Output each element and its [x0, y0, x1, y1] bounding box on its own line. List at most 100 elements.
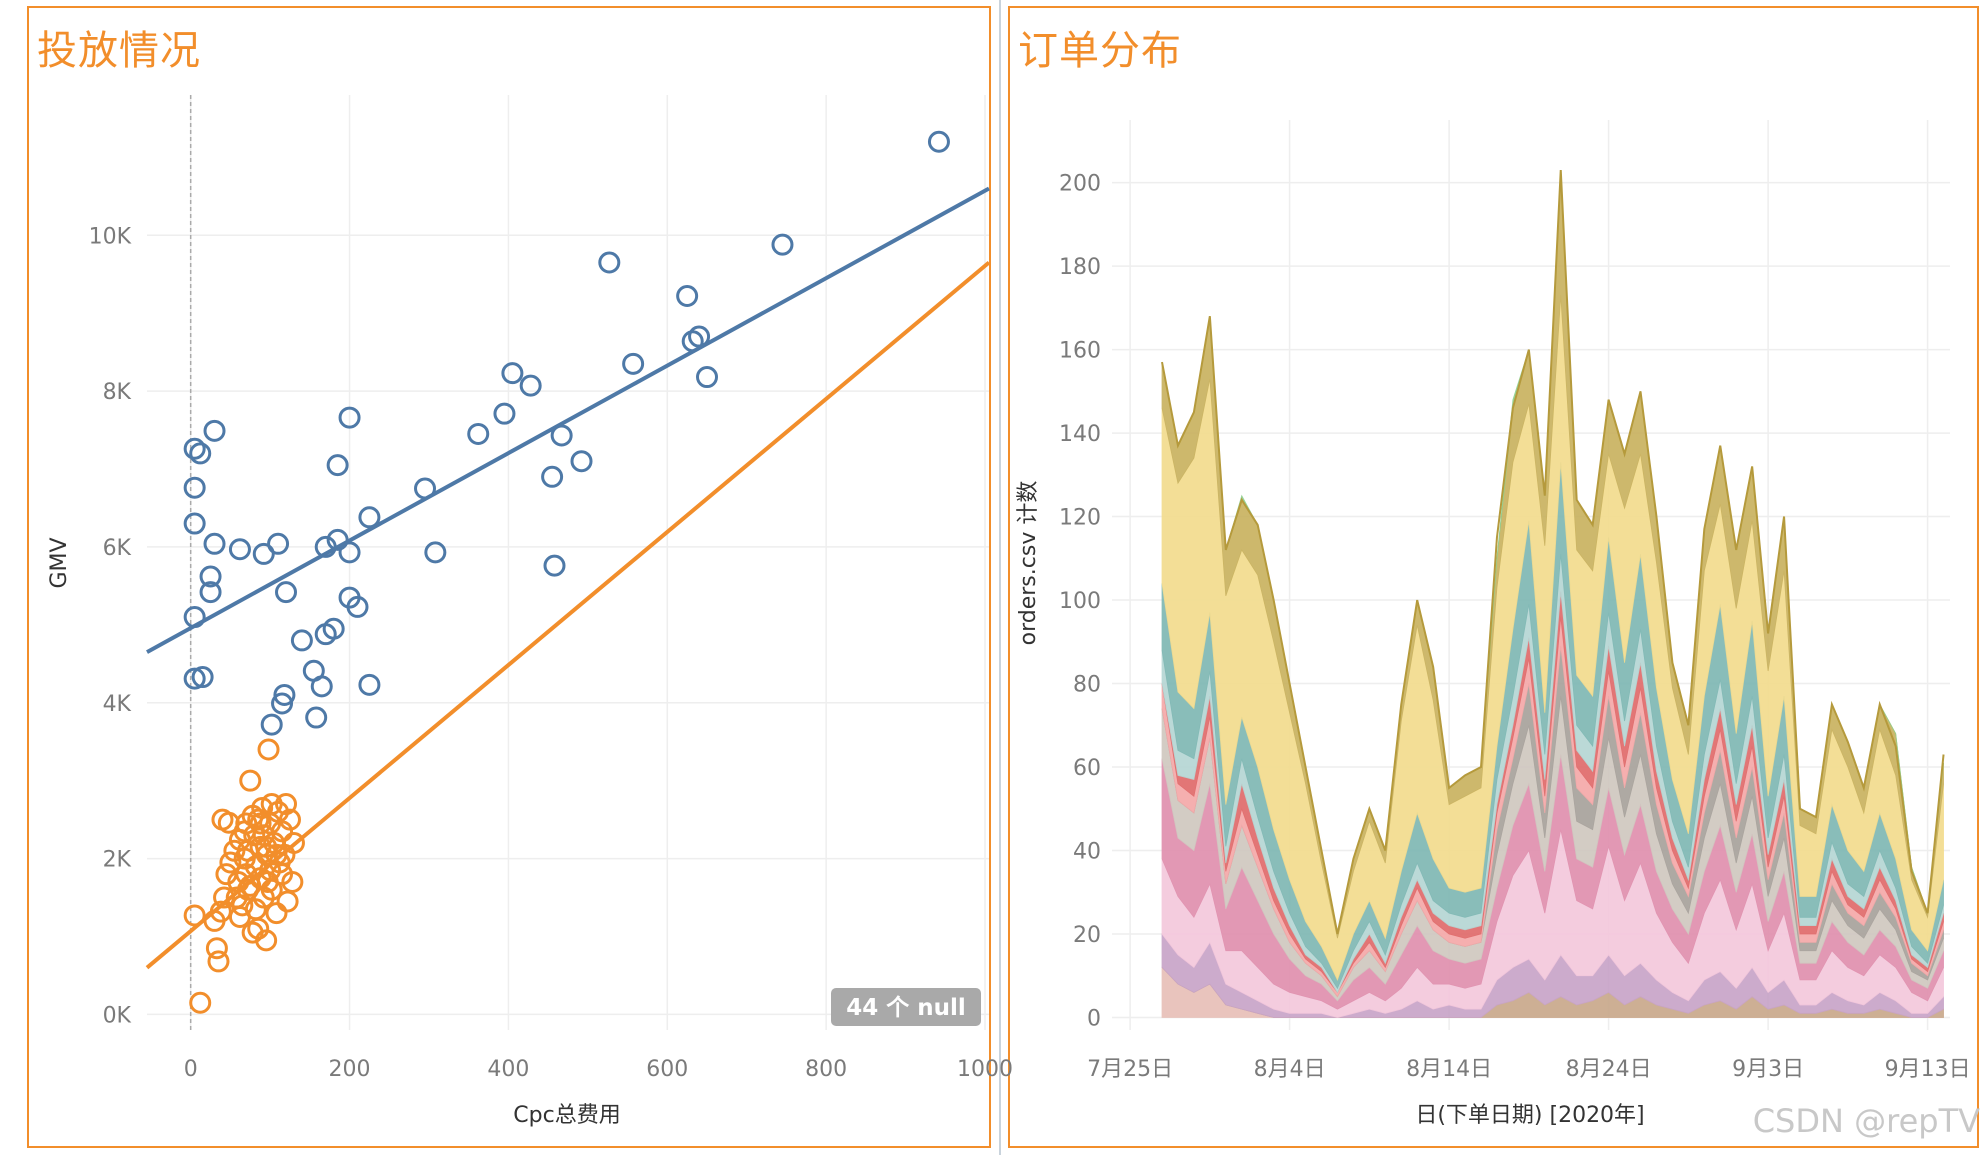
scatter-point	[257, 738, 280, 761]
scatter-point	[338, 541, 361, 564]
y-tick-label: 160	[1059, 339, 1101, 364]
y-tick-label: 2K	[103, 848, 132, 873]
scatter-point	[467, 422, 490, 445]
scatter-point	[205, 937, 228, 960]
scatter-point	[199, 565, 222, 588]
y-tick-label: 8K	[103, 380, 132, 405]
scatter-point	[543, 554, 566, 577]
x-tick-label: 9月13日	[1885, 1057, 1971, 1082]
x-axis-title: 日(下单日期) [2020年]	[1415, 1103, 1644, 1128]
scatter-point	[688, 325, 711, 348]
scatter-point	[358, 673, 381, 696]
x-tick-label: 9月3日	[1732, 1057, 1804, 1082]
y-tick-label: 20	[1073, 923, 1101, 948]
scatter-point	[183, 437, 206, 460]
scatter-point	[271, 692, 294, 715]
x-tick-label: 8月24日	[1566, 1057, 1652, 1082]
scatter-chart: 0 200 400 600 800 1000 0K 2K 4K 6K 8K 10K Cpc总费用 GMV	[47, 95, 1013, 1128]
x-tick-label: 1000	[957, 1057, 1013, 1082]
scatter-point	[282, 832, 305, 854]
scatter-point	[676, 285, 699, 308]
area-panel: 订单分布	[1008, 6, 1979, 1148]
scatter-point	[183, 667, 206, 690]
y-tick-label: 200	[1059, 172, 1101, 197]
scatter-point	[211, 808, 234, 831]
scatter-point	[550, 424, 573, 447]
scatter-point	[273, 683, 296, 706]
x-tick-label: 8月14日	[1406, 1057, 1492, 1082]
scatter-point	[927, 130, 950, 153]
scatter-point	[228, 538, 251, 561]
scatter-point	[252, 542, 275, 565]
scatter-point	[271, 863, 294, 886]
scatter-point	[209, 900, 232, 923]
scatter-point	[501, 362, 524, 385]
null-count-text: 44 个 null	[846, 995, 966, 1021]
scatter-point	[414, 477, 437, 500]
scatter-point	[203, 532, 226, 555]
scatter-point	[249, 812, 272, 835]
scatter-point	[207, 950, 230, 973]
scatter-point	[275, 793, 298, 816]
scatter-point	[358, 506, 381, 529]
scatter-panel-title: 投放情况	[37, 28, 201, 74]
scatter-point	[244, 855, 267, 878]
area-panel-title: 订单分布	[1018, 28, 1182, 74]
scatter-point	[310, 675, 333, 698]
y-tick-label: 4K	[103, 692, 132, 717]
watermark: CSDN @repTV	[1753, 1102, 1980, 1140]
scatter-point	[424, 541, 447, 564]
scatter-point	[681, 330, 704, 353]
scatter-point	[322, 617, 345, 640]
scatter-point	[219, 851, 242, 874]
x-tick-label: 200	[329, 1057, 371, 1082]
scatter-point	[338, 406, 361, 429]
scatter-point	[696, 366, 719, 389]
scatter-point	[260, 713, 283, 736]
y-axis-title: orders.csv 计数	[1016, 481, 1041, 646]
scatter-point	[183, 476, 206, 499]
scatter-point	[346, 595, 369, 618]
scatter-point	[183, 606, 206, 629]
y-tick-label: 6K	[103, 536, 132, 561]
scatter-point	[267, 532, 290, 555]
scatter-point	[199, 581, 222, 604]
scatter-point	[203, 419, 226, 442]
scatter-point	[239, 769, 262, 792]
x-tick-label: 600	[646, 1057, 688, 1082]
scatter-point	[255, 835, 278, 858]
scatter-point	[519, 374, 542, 397]
y-tick-label: 80	[1073, 673, 1101, 698]
scatter-point	[314, 535, 337, 558]
scatter-point	[305, 706, 328, 729]
x-tick-label: 8月4日	[1254, 1057, 1326, 1082]
null-count-badge[interactable]: 44 个 null	[831, 988, 981, 1026]
scatter-point	[771, 233, 794, 256]
y-tick-label: 60	[1073, 756, 1101, 781]
y-tick-label: 180	[1059, 255, 1101, 280]
y-tick-label: 0K	[103, 1003, 132, 1028]
stacked-area-chart: 0 20 40 60 80 100 120 140 160 180 200 7月25日 8月4日 8月14…	[1016, 120, 1971, 1128]
scatter-point	[276, 890, 299, 913]
y-axis-title: GMV	[47, 537, 72, 588]
scatter-point	[541, 465, 564, 488]
scatter-point	[244, 898, 267, 921]
x-tick-label: 7月25日	[1087, 1057, 1173, 1082]
scatter-point	[265, 902, 288, 925]
scatter-point	[278, 808, 301, 831]
scatter-point	[236, 878, 259, 901]
scatter-point	[189, 442, 212, 465]
y-tick-label: 100	[1059, 589, 1101, 614]
scatter-point	[598, 251, 621, 274]
y-tick-label: 10K	[89, 224, 132, 249]
y-tick-label: 0	[1087, 1006, 1101, 1031]
scatter-point	[183, 904, 206, 927]
scatter-point	[570, 450, 593, 473]
scatter-point	[275, 581, 298, 604]
y-tick-label: 120	[1059, 506, 1101, 531]
scatter-point	[326, 454, 349, 477]
y-tick-label: 40	[1073, 840, 1101, 865]
x-tick-label: 800	[805, 1057, 847, 1082]
x-axis-title: Cpc总费用	[513, 1103, 620, 1128]
